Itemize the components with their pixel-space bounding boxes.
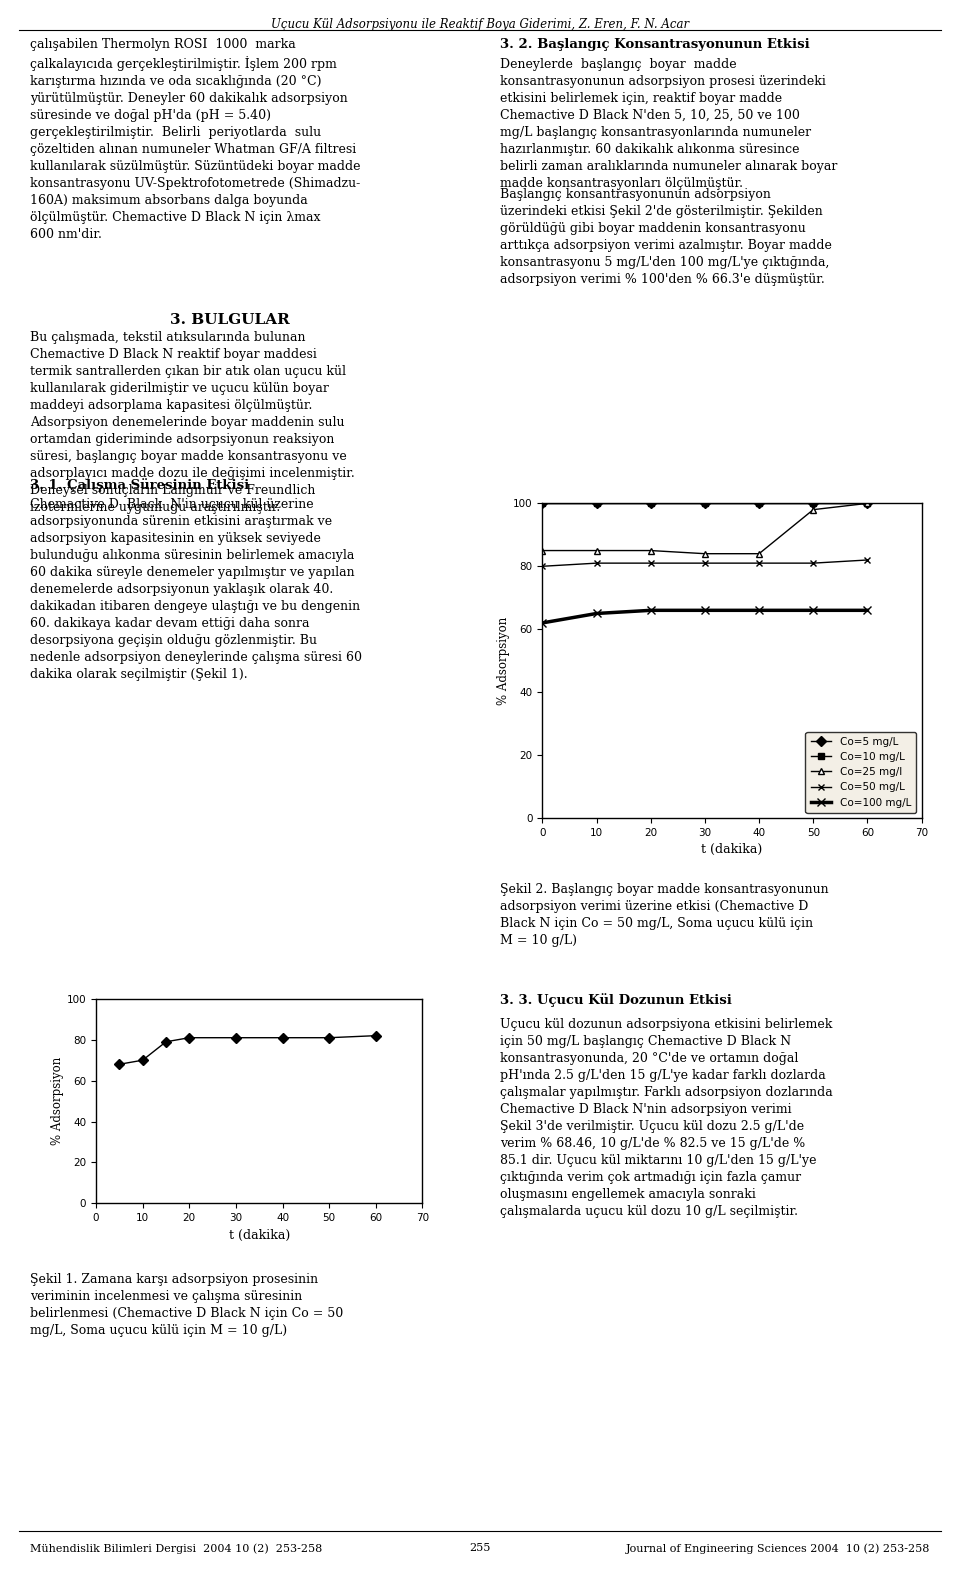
Legend: Co=5 mg/L, Co=10 mg/L, Co=25 mg/l, Co=50 mg/L, Co=100 mg/L: Co=5 mg/L, Co=10 mg/L, Co=25 mg/l, Co=50… [805, 731, 917, 813]
Co=100 mg/L [754, 601, 765, 620]
Co=10 mg/L [807, 494, 819, 513]
Co=50 mg/L [590, 554, 602, 573]
Co=5 mg/L [645, 494, 657, 513]
Co=100 mg/L [862, 601, 874, 620]
Co=5 mg/L [537, 494, 548, 513]
Co=25 mg/l [590, 541, 602, 560]
Co=25 mg/l [862, 494, 874, 513]
Co=10 mg/L [537, 494, 548, 513]
Co=50 mg/L [754, 554, 765, 573]
Co=25 mg/l [699, 544, 710, 563]
Text: 3. 1. Çalışma Süresinin Etkisi: 3. 1. Çalışma Süresinin Etkisi [30, 478, 250, 492]
Co=100 mg/L [645, 601, 657, 620]
Text: 255: 255 [469, 1543, 491, 1553]
Co=25 mg/l [754, 544, 765, 563]
Co=5 mg/L [699, 494, 710, 513]
Co=5 mg/L [862, 494, 874, 513]
Text: Journal of Engineering Sciences 2004  10 (2) 253-258: Journal of Engineering Sciences 2004 10 … [626, 1543, 930, 1554]
Co=10 mg/L [754, 494, 765, 513]
Text: 3. BULGULAR: 3. BULGULAR [170, 313, 290, 327]
Text: Chemactive D  Black  N'in uçucu kül üzerine
adsorpsiyonunda sürenin etkisini ara: Chemactive D Black N'in uçucu kül üzerin… [30, 499, 362, 681]
Co=10 mg/L [590, 494, 602, 513]
Co=10 mg/L [699, 494, 710, 513]
Co=100 mg/L [590, 604, 602, 623]
Line: Co=50 mg/L: Co=50 mg/L [539, 557, 871, 569]
Text: Mühendislik Bilimleri Dergisi  2004 10 (2)  253-258: Mühendislik Bilimleri Dergisi 2004 10 (2… [30, 1543, 323, 1554]
Y-axis label: % Adsorpsiyon: % Adsorpsiyon [51, 1057, 64, 1145]
X-axis label: t (dakika): t (dakika) [702, 843, 762, 856]
Text: Şekil 1. Zamana karşı adsorpsiyon prosesinin
veriminin incelenmesi ve çalışma sü: Şekil 1. Zamana karşı adsorpsiyon proses… [30, 1273, 344, 1337]
Co=5 mg/L [807, 494, 819, 513]
Text: Şekil 2. Başlangıç boyar madde konsantrasyonunun
adsorpsiyon verimi üzerine etki: Şekil 2. Başlangıç boyar madde konsantra… [500, 882, 828, 947]
X-axis label: t (dakika): t (dakika) [228, 1229, 290, 1241]
Text: 3. 3. Uçucu Kül Dozunun Etkisi: 3. 3. Uçucu Kül Dozunun Etkisi [500, 993, 732, 1007]
Co=5 mg/L [590, 494, 602, 513]
Co=50 mg/L [807, 554, 819, 573]
Co=5 mg/L [754, 494, 765, 513]
Co=50 mg/L [862, 551, 874, 569]
Co=25 mg/l [645, 541, 657, 560]
Y-axis label: % Adsorpsiyon: % Adsorpsiyon [497, 617, 511, 705]
Co=25 mg/l [807, 500, 819, 519]
Co=50 mg/L [645, 554, 657, 573]
Text: çalışabilen Thermolyn ROSI  1000  marka
çalkalayıcıda gerçekleştirilmiştir. İşle: çalışabilen Thermolyn ROSI 1000 marka ça… [30, 38, 361, 241]
Co=50 mg/L [699, 554, 710, 573]
Co=100 mg/L [537, 613, 548, 632]
Co=10 mg/L [862, 494, 874, 513]
Text: Bu çalışmada, tekstil atıksularında bulunan
Chemactive D Black N reaktif boyar m: Bu çalışmada, tekstil atıksularında bulu… [30, 330, 355, 514]
Line: Co=100 mg/L: Co=100 mg/L [539, 606, 872, 628]
Co=25 mg/l [537, 541, 548, 560]
Co=100 mg/L [807, 601, 819, 620]
Co=10 mg/L [645, 494, 657, 513]
Line: Co=25 mg/l: Co=25 mg/l [539, 500, 871, 557]
Co=100 mg/L [699, 601, 710, 620]
Text: Uçucu kül dozunun adsorpsiyona etkisini belirlemek
için 50 mg/L başlangıç Chemac: Uçucu kül dozunun adsorpsiyona etkisini … [500, 1018, 832, 1218]
Text: Deneylerde  başlangıç  boyar  madde
konsantrasyonunun adsorpsiyon prosesi üzerin: Deneylerde başlangıç boyar madde konsant… [500, 58, 837, 190]
Text: Uçucu Kül Adsorpsiyonu ile Reaktif Boya Giderimi, Z. Eren, F. N. Acar: Uçucu Kül Adsorpsiyonu ile Reaktif Boya … [271, 17, 689, 31]
Text: 3. 2. Başlangıç Konsantrasyonunun Etkisi: 3. 2. Başlangıç Konsantrasyonunun Etkisi [500, 38, 809, 50]
Text: Başlangıç konsantrasyonunun adsorpsiyon
üzerindeki etkisi Şekil 2'de gösterilmiş: Başlangıç konsantrasyonunun adsorpsiyon … [500, 189, 832, 286]
Co=50 mg/L [537, 557, 548, 576]
Line: Co=10 mg/L: Co=10 mg/L [539, 500, 871, 507]
Line: Co=5 mg/L: Co=5 mg/L [539, 500, 871, 507]
